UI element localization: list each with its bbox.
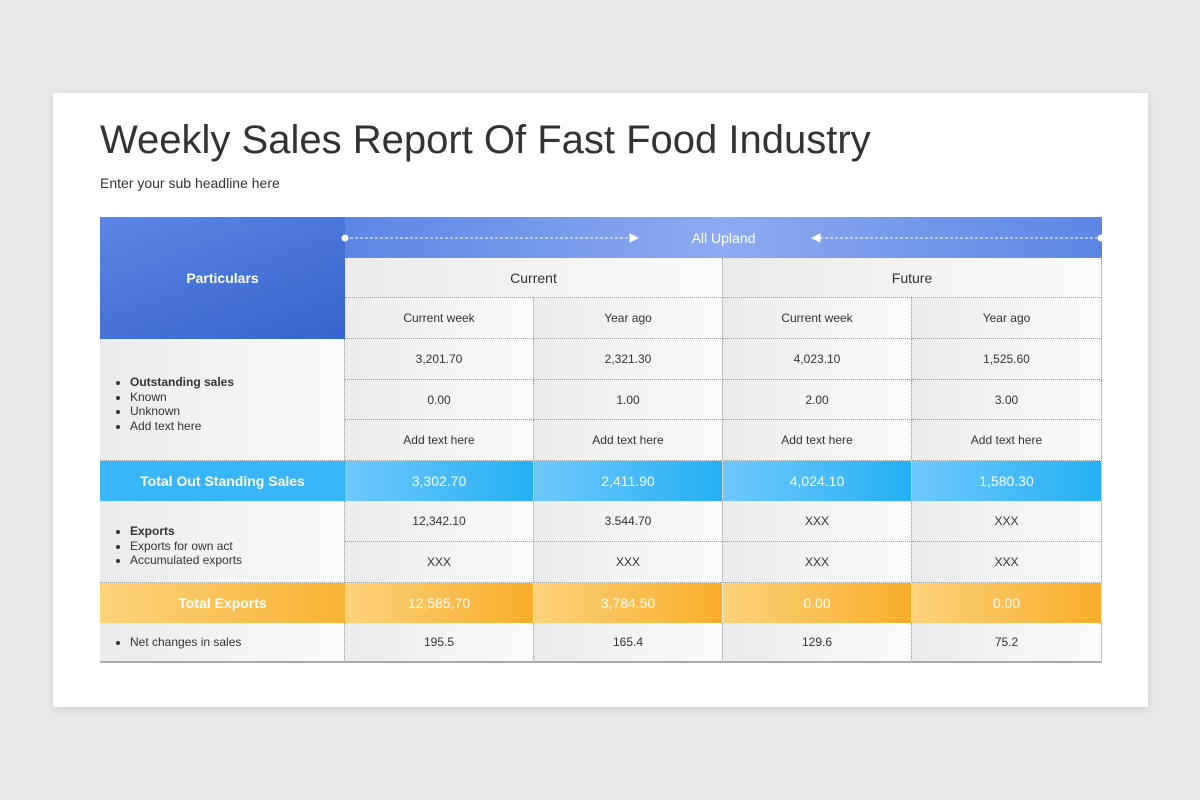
group-cell: Future [723, 258, 1102, 298]
value-cell: XXX [723, 542, 912, 583]
value-cell: XXX [912, 542, 1102, 583]
value-cell: 129.6 [723, 623, 912, 663]
value-cell: 75.2 [912, 623, 1102, 663]
subheader-cell: Current week [723, 298, 912, 339]
net-label-cell: Net changes in sales [100, 623, 345, 663]
subtitle: Enter your sub headline here [100, 175, 280, 191]
value-cell: XXX [345, 542, 534, 583]
group-cell: Current [345, 258, 723, 298]
total-cell: 3,784.50 [534, 583, 723, 623]
value-cell: 195.5 [345, 623, 534, 663]
value-cell: 165.4 [534, 623, 723, 663]
value-cell: XXX [912, 501, 1102, 542]
total-label: Total Exports [100, 583, 345, 623]
total-cell: 0.00 [912, 583, 1102, 623]
total-cell: 1,580.30 [912, 461, 1102, 501]
value-cell: 1.00 [534, 379, 723, 421]
value-cell: Add text here [912, 420, 1102, 462]
total-cell: 4,024.10 [723, 461, 912, 501]
value-cell: 3.544.70 [534, 501, 723, 542]
exports-bullets: ExportsExports for own actAccumulated ex… [100, 524, 242, 568]
bullet-item: Exports [130, 524, 242, 539]
net-bullets: Net changes in sales [100, 635, 241, 650]
bullet-item: Add text here [130, 419, 234, 434]
header-arrows [341, 233, 1105, 243]
value-cell: 0.00 [345, 379, 534, 421]
outstanding-bullets: Outstanding salesKnownUnknownAdd text he… [100, 375, 234, 433]
value-cell: 4,023.10 [723, 339, 912, 380]
title: Weekly Sales Report Of Fast Food Industr… [100, 118, 871, 162]
value-cell: Add text here [723, 420, 912, 462]
total-label: Total Out Standing Sales [100, 461, 345, 501]
corner-cell: Particulars [100, 217, 345, 339]
value-cell: XXX [723, 501, 912, 542]
value-cell: 3,201.70 [345, 339, 534, 380]
total-cell: 12,585,70 [345, 583, 534, 623]
value-cell: 1,525.60 [912, 339, 1102, 380]
value-cell: Add text here [534, 420, 723, 462]
bullet-item: Known [130, 390, 234, 405]
total-cell: 3,302.70 [345, 461, 534, 501]
value-cell: 2.00 [723, 379, 912, 421]
bullet-item: Accumulated exports [130, 553, 242, 568]
total-cell: 0.00 [723, 583, 912, 623]
value-cell: Add text here [345, 420, 534, 462]
total-cell: 2,411.90 [534, 461, 723, 501]
subheader-cell: Current week [345, 298, 534, 339]
value-cell: XXX [534, 542, 723, 583]
exports-label-cell [100, 501, 345, 583]
value-cell: 3.00 [912, 379, 1102, 421]
bullet-item: Net changes in sales [130, 635, 241, 650]
subheader-cell: Year ago [912, 298, 1102, 339]
outstanding-label-cell [100, 339, 345, 461]
value-cell: 12,342.10 [345, 501, 534, 542]
bullet-item: Unknown [130, 404, 234, 419]
bullet-item: Exports for own act [130, 539, 242, 554]
bullet-item: Outstanding sales [130, 375, 234, 390]
subheader-cell: Year ago [534, 298, 723, 339]
value-cell: 2,321.30 [534, 339, 723, 380]
